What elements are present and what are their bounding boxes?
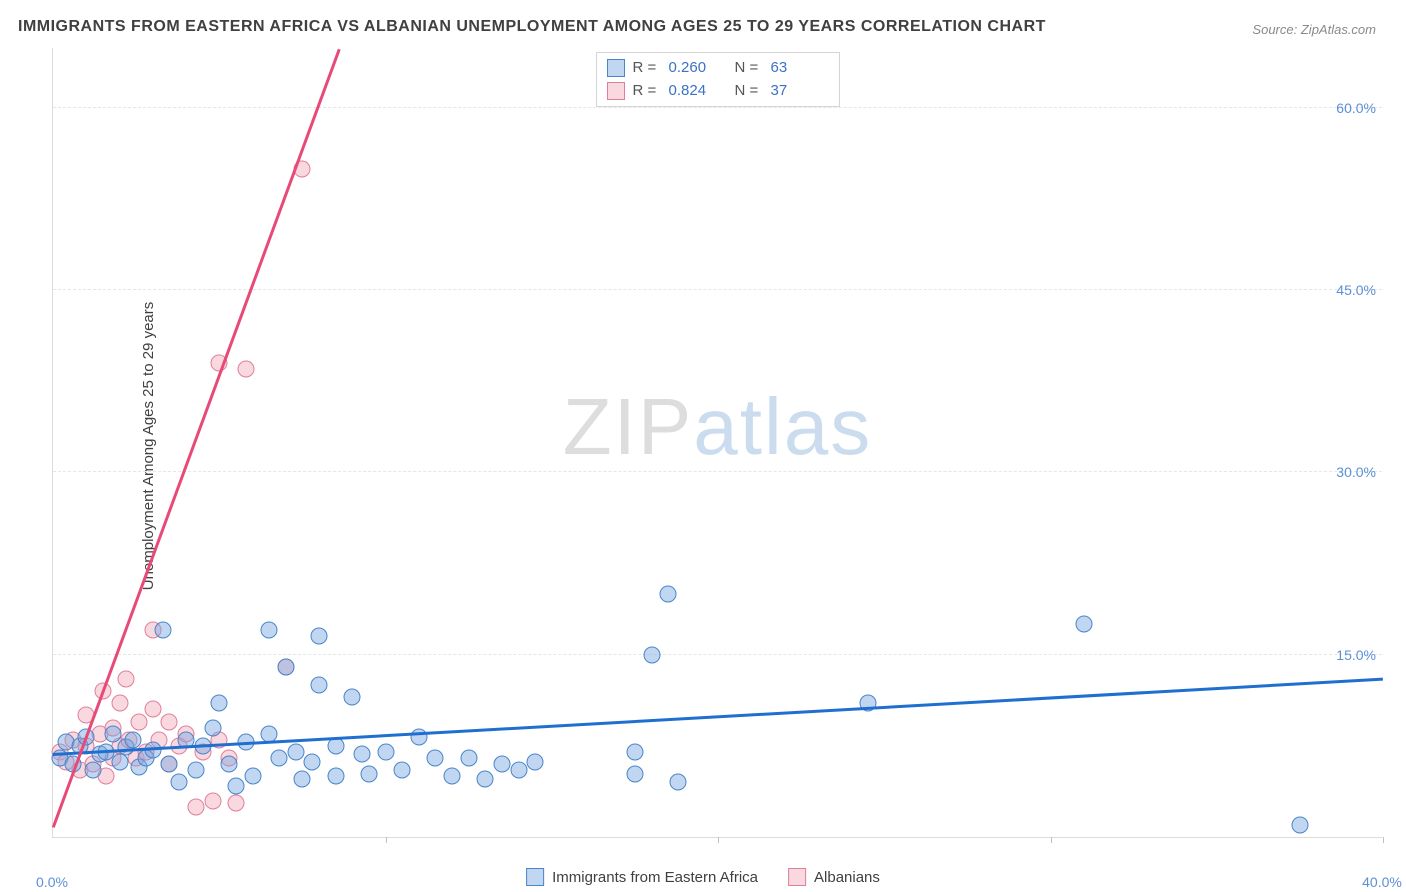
scatter-point [493, 756, 510, 773]
legend-bottom-label-0: Immigrants from Eastern Africa [552, 869, 758, 886]
n-label-1: N = [735, 80, 763, 103]
scatter-point [244, 768, 261, 785]
scatter-point [304, 753, 321, 770]
y-tick-label: 45.0% [1336, 282, 1376, 298]
x-tick [1051, 837, 1052, 843]
scatter-point [477, 770, 494, 787]
source-value: ZipAtlas.com [1301, 22, 1376, 37]
x-tick [1383, 837, 1384, 843]
gridline [53, 471, 1382, 472]
scatter-point [237, 361, 254, 378]
gridline [53, 654, 1382, 655]
scatter-point [84, 762, 101, 779]
y-tick-label: 15.0% [1336, 647, 1376, 663]
x-tick [718, 837, 719, 843]
series-legend: Immigrants from Eastern Africa Albanians [526, 868, 880, 886]
scatter-point [394, 762, 411, 779]
scatter-point [460, 750, 477, 767]
watermark-part1: ZIP [563, 382, 693, 471]
scatter-point [227, 777, 244, 794]
x-tick [386, 837, 387, 843]
scatter-point [277, 658, 294, 675]
scatter-point [261, 622, 278, 639]
chart-title: IMMIGRANTS FROM EASTERN AFRICA VS ALBANI… [18, 18, 1046, 36]
legend-bottom-label-1: Albanians [814, 869, 880, 886]
scatter-point [204, 792, 221, 809]
r-label-0: R = [633, 57, 661, 80]
scatter-point [427, 750, 444, 767]
y-tick-label: 60.0% [1336, 100, 1376, 116]
gridline [53, 289, 1382, 290]
scatter-point [144, 701, 161, 718]
scatter-point [104, 725, 121, 742]
scatter-point [294, 770, 311, 787]
scatter-point [377, 743, 394, 760]
scatter-point [154, 622, 171, 639]
scatter-point [670, 774, 687, 791]
scatter-point [111, 695, 128, 712]
n-label-0: N = [735, 57, 763, 80]
scatter-point [271, 750, 288, 767]
scatter-point [161, 756, 178, 773]
legend-row-series-1: R = 0.824 N = 37 [607, 80, 829, 103]
scatter-point [221, 756, 238, 773]
scatter-point [1075, 616, 1092, 633]
watermark-part2: atlas [693, 382, 872, 471]
legend-item-0: Immigrants from Eastern Africa [526, 868, 758, 886]
scatter-point [444, 768, 461, 785]
scatter-point [131, 713, 148, 730]
legend-row-series-0: R = 0.260 N = 63 [607, 57, 829, 80]
trend-line [52, 49, 340, 828]
scatter-point [643, 646, 660, 663]
r-value-0: 0.260 [669, 57, 727, 80]
scatter-point [111, 753, 128, 770]
plot-area: ZIPatlas R = 0.260 N = 63 R = 0.824 N = … [52, 48, 1382, 838]
scatter-point [327, 737, 344, 754]
trend-line [53, 678, 1383, 756]
gridline [53, 107, 1382, 108]
watermark: ZIPatlas [563, 381, 872, 473]
y-tick-label: 30.0% [1336, 464, 1376, 480]
x-tick-0: 0.0% [36, 874, 68, 890]
chart-container: IMMIGRANTS FROM EASTERN AFRICA VS ALBANI… [0, 0, 1406, 892]
scatter-point [1291, 816, 1308, 833]
scatter-point [187, 762, 204, 779]
x-tick-4: 40.0% [1362, 874, 1402, 890]
legend-item-1: Albanians [788, 868, 880, 886]
source-attribution: Source: ZipAtlas.com [1252, 22, 1376, 37]
scatter-point [311, 628, 328, 645]
legend-swatch-1 [607, 82, 625, 100]
r-label-1: R = [633, 80, 661, 103]
scatter-point [227, 794, 244, 811]
scatter-point [118, 671, 135, 688]
n-value-1: 37 [771, 80, 829, 103]
scatter-point [124, 731, 141, 748]
source-label: Source: [1252, 22, 1297, 37]
scatter-point [510, 762, 527, 779]
n-value-0: 63 [771, 57, 829, 80]
scatter-point [660, 585, 677, 602]
scatter-point [327, 768, 344, 785]
scatter-point [161, 713, 178, 730]
legend-bottom-swatch-0 [526, 868, 544, 886]
legend-bottom-swatch-1 [788, 868, 806, 886]
legend-swatch-0 [607, 59, 625, 77]
scatter-point [287, 743, 304, 760]
scatter-point [626, 743, 643, 760]
scatter-point [360, 765, 377, 782]
scatter-point [171, 774, 188, 791]
scatter-point [311, 677, 328, 694]
scatter-point [187, 798, 204, 815]
scatter-point [354, 746, 371, 763]
correlation-legend: R = 0.260 N = 63 R = 0.824 N = 37 [596, 52, 840, 107]
scatter-point [211, 695, 228, 712]
scatter-point [527, 753, 544, 770]
scatter-point [344, 689, 361, 706]
scatter-point [626, 765, 643, 782]
r-value-1: 0.824 [669, 80, 727, 103]
scatter-point [204, 719, 221, 736]
